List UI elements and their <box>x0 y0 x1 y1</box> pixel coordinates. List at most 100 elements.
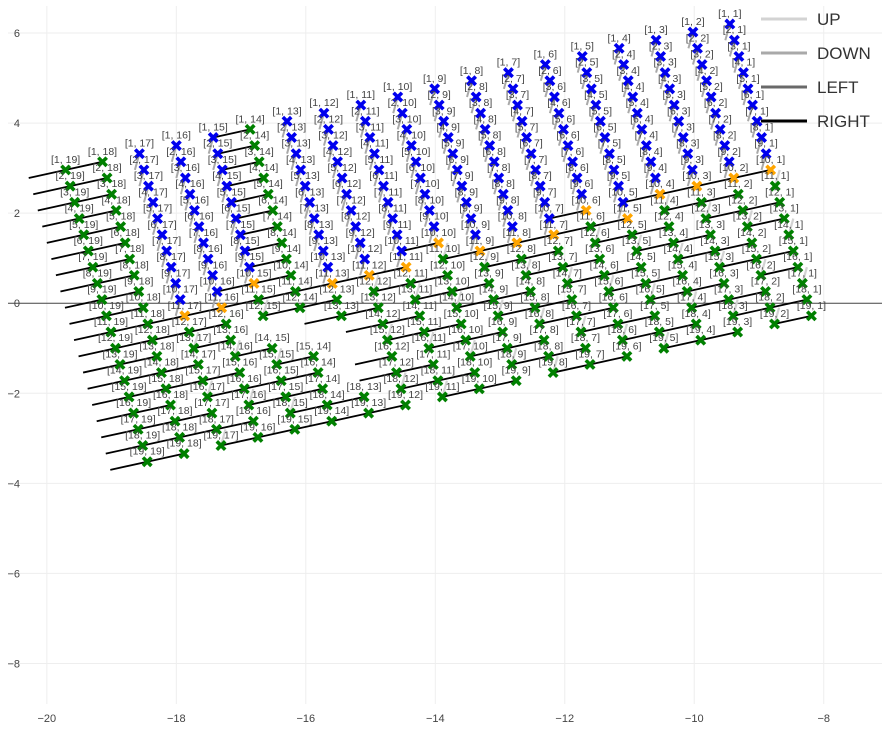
cell-marker[interactable] <box>534 180 546 192</box>
cell-marker[interactable] <box>479 261 490 273</box>
cell-marker[interactable] <box>599 132 611 143</box>
cell-marker[interactable] <box>438 115 450 127</box>
cell-marker[interactable] <box>456 180 468 192</box>
cell-marker[interactable] <box>78 229 90 241</box>
cell-marker[interactable] <box>390 367 402 379</box>
cell-marker[interactable] <box>281 115 293 127</box>
cell-marker[interactable] <box>327 140 339 152</box>
cell-marker[interactable] <box>442 269 454 281</box>
cell-marker[interactable] <box>304 196 316 208</box>
cell-marker[interactable] <box>506 221 518 233</box>
cell-marker[interactable] <box>308 213 320 225</box>
cell-marker[interactable] <box>659 67 671 79</box>
cell-marker[interactable] <box>653 326 665 338</box>
cell-marker[interactable] <box>332 156 344 168</box>
cell-marker[interactable] <box>400 399 411 411</box>
cell-marker[interactable] <box>179 172 191 184</box>
cell-marker[interactable] <box>206 407 218 419</box>
cell-marker[interactable] <box>447 148 459 160</box>
cell-marker[interactable] <box>137 440 149 451</box>
cell-marker[interactable] <box>133 286 145 297</box>
cell-marker[interactable] <box>289 423 301 435</box>
cell-marker[interactable] <box>737 67 749 79</box>
cell-marker[interactable] <box>271 358 283 370</box>
cell-marker[interactable] <box>290 148 302 160</box>
cell-marker[interactable] <box>460 196 472 208</box>
cell-marker[interactable] <box>570 310 582 322</box>
cell-marker[interactable] <box>396 107 408 119</box>
cell-marker[interactable] <box>358 391 370 403</box>
cell-marker[interactable] <box>110 204 122 216</box>
cell-marker[interactable] <box>724 18 736 30</box>
cell-marker[interactable] <box>423 204 435 216</box>
cell-marker[interactable] <box>221 180 233 192</box>
cell-marker[interactable] <box>152 213 164 225</box>
cell-marker[interactable] <box>801 294 813 306</box>
cell-marker[interactable] <box>124 253 136 265</box>
cell-marker[interactable] <box>686 302 698 314</box>
cell-marker[interactable] <box>590 99 602 111</box>
cell-marker[interactable] <box>792 261 804 273</box>
cell-marker[interactable] <box>151 350 163 362</box>
cell-marker[interactable] <box>446 286 458 297</box>
cell-marker[interactable] <box>516 115 528 127</box>
cell-marker[interactable] <box>636 123 648 135</box>
cell-marker[interactable] <box>631 107 643 119</box>
cell-marker[interactable] <box>677 132 689 143</box>
cell-marker[interactable] <box>664 83 676 95</box>
cell-marker[interactable] <box>128 407 140 419</box>
cell-marker[interactable] <box>695 334 707 346</box>
cell-marker[interactable] <box>618 59 630 71</box>
cell-marker[interactable] <box>765 164 777 176</box>
cell-marker[interactable] <box>594 115 606 127</box>
cell-marker[interactable] <box>598 269 610 281</box>
cell-marker[interactable] <box>493 172 505 184</box>
cell-marker[interactable] <box>538 334 550 346</box>
cell-marker[interactable] <box>732 326 744 338</box>
cell-marker[interactable] <box>400 261 412 273</box>
cell-marker[interactable] <box>119 375 131 387</box>
cell-marker[interactable] <box>308 350 320 362</box>
cell-marker[interactable] <box>225 334 237 346</box>
cell-marker[interactable] <box>275 375 287 387</box>
cell-marker[interactable] <box>211 286 223 297</box>
cell-marker[interactable] <box>585 83 597 95</box>
cell-marker[interactable] <box>502 204 514 216</box>
cell-marker[interactable] <box>207 269 219 281</box>
cell-marker[interactable] <box>326 415 338 427</box>
cell-marker[interactable] <box>783 229 795 241</box>
cell-marker[interactable] <box>114 358 126 370</box>
cell-marker[interactable] <box>663 221 675 233</box>
cell-marker[interactable] <box>778 213 790 225</box>
cell-marker[interactable] <box>239 245 251 257</box>
cell-marker[interactable] <box>455 318 467 330</box>
cell-marker[interactable] <box>216 302 228 314</box>
cell-marker[interactable] <box>608 164 620 176</box>
cell-marker[interactable] <box>73 213 85 225</box>
cell-marker[interactable] <box>719 140 731 152</box>
cell-marker[interactable] <box>372 302 384 314</box>
cell-marker[interactable] <box>64 180 76 192</box>
cell-marker[interactable] <box>243 399 255 411</box>
cell-marker[interactable] <box>594 253 606 265</box>
cell-marker[interactable] <box>737 204 749 216</box>
cell-marker[interactable] <box>363 269 375 281</box>
cell-marker[interactable] <box>276 237 288 249</box>
cell-marker[interactable] <box>714 123 726 135</box>
cell-marker[interactable] <box>234 229 246 241</box>
cell-marker[interactable] <box>377 318 389 330</box>
cell-marker[interactable] <box>198 237 209 249</box>
cell-marker[interactable] <box>326 277 338 289</box>
cell-marker[interactable] <box>805 310 817 322</box>
cell-marker[interactable] <box>197 375 209 387</box>
cell-marker[interactable] <box>123 391 135 403</box>
cell-marker[interactable] <box>220 318 232 330</box>
cell-marker[interactable] <box>644 294 656 306</box>
cell-marker[interactable] <box>432 375 444 387</box>
cell-marker[interactable] <box>530 164 542 176</box>
cell-marker[interactable] <box>507 83 519 95</box>
cell-marker[interactable] <box>280 391 292 403</box>
cell-marker[interactable] <box>165 261 177 273</box>
cell-marker[interactable] <box>216 164 228 176</box>
cell-marker[interactable] <box>188 204 200 216</box>
